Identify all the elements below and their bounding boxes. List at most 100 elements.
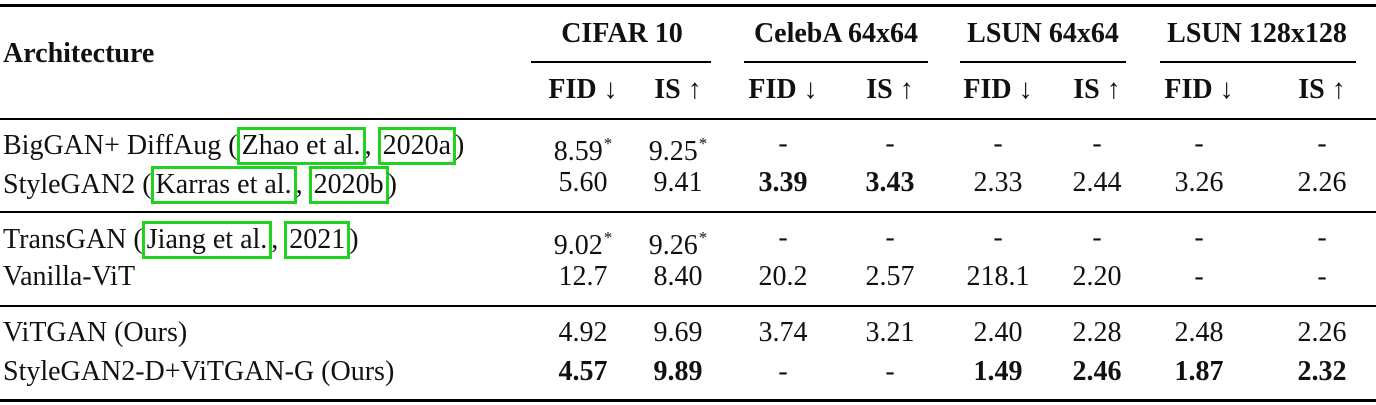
citation-separator: , (271, 224, 286, 255)
metric-value: 2.46 (1073, 355, 1122, 389)
value-text: 2.33 (973, 167, 1023, 198)
value-text: 2.32 (1297, 356, 1347, 387)
value-text: 2.26 (1297, 317, 1347, 348)
metric-value: 20.2 (759, 260, 808, 294)
value-text: 2.57 (865, 261, 915, 292)
metric-value: 2.26 (1298, 166, 1347, 200)
metric-value: - (1092, 127, 1101, 161)
metric-header: IS ↑ (654, 74, 702, 105)
citation-authors-link[interactable]: Karras et al. (150, 166, 297, 204)
metric-header: FID ↓ (1164, 74, 1234, 105)
metric-value: 9.02* (554, 221, 613, 263)
metric-value: - (778, 221, 787, 255)
value-text: 2.20 (1072, 261, 1122, 292)
metric-header: FID ↓ (963, 74, 1033, 105)
dataset-header: LSUN 64x64 (967, 18, 1119, 49)
dataset-header: CelebA 64x64 (753, 18, 919, 49)
metric-value: 9.69 (654, 316, 703, 350)
metric-value: - (1317, 260, 1326, 294)
citation-year-link[interactable]: 2020a (377, 127, 456, 165)
value-text: 4.57 (558, 356, 608, 387)
dataset-header-rule (744, 61, 928, 63)
metric-value: 4.92 (559, 316, 608, 350)
value-text: 218.1 (966, 261, 1030, 292)
metric-value: 2.48 (1175, 316, 1224, 350)
top-rule (0, 4, 1376, 7)
architecture-name: Vanilla-ViT (3, 261, 136, 292)
metric-value: 3.39 (759, 166, 808, 200)
metric-header: FID ↓ (748, 74, 818, 105)
group-divider-2 (0, 305, 1376, 307)
value-text: 3.21 (865, 317, 915, 348)
metric-value: 2.20 (1073, 260, 1122, 294)
value-text: 9.89 (653, 356, 703, 387)
metric-value: - (778, 355, 787, 389)
metric-value: 9.26* (649, 221, 708, 263)
citation-authors-link[interactable]: Jiang et al. (141, 221, 273, 259)
metric-value: 9.89 (654, 355, 703, 389)
citation-year-link[interactable]: 2021 (284, 221, 351, 259)
group-divider-1 (0, 211, 1376, 213)
value-text: - (1194, 128, 1204, 159)
metric-value: 2.44 (1073, 166, 1122, 200)
citation-year-link[interactable]: 2020b (308, 166, 389, 204)
value-text: 8.59 (553, 136, 603, 167)
metric-value: - (885, 221, 894, 255)
name-closing: ) (387, 169, 397, 200)
dataset-header-rule (960, 61, 1126, 63)
value-text: - (1194, 261, 1204, 292)
value-text: 9.41 (653, 167, 703, 198)
value-text: 3.43 (865, 167, 915, 198)
metric-value: 8.40 (654, 260, 703, 294)
architecture-name: ViTGAN (Ours) (3, 317, 188, 348)
metric-value: - (993, 127, 1002, 161)
citation-authors-link[interactable]: Zhao et al. (236, 127, 366, 165)
metric-value: - (1194, 260, 1203, 294)
value-text: 4.92 (558, 317, 608, 348)
metric-value: 12.7 (559, 260, 608, 294)
metric-value: 2.33 (974, 166, 1023, 200)
bottom-rule (0, 399, 1376, 402)
architecture-header: Architecture (3, 38, 155, 69)
header-rule (0, 118, 1376, 120)
metric-value: - (993, 221, 1002, 255)
asterisk-mark: * (698, 134, 708, 153)
value-text: 5.60 (558, 167, 608, 198)
value-text: 3.39 (758, 167, 808, 198)
citation-separator: , (295, 169, 310, 200)
asterisk-mark: * (698, 228, 708, 247)
metric-value: 4.57 (559, 355, 608, 389)
value-text: 3.74 (758, 317, 808, 348)
metric-value: - (885, 127, 894, 161)
metric-value: 2.26 (1298, 316, 1347, 350)
metric-value: - (1317, 127, 1326, 161)
value-text: 12.7 (558, 261, 608, 292)
architecture-name: StyleGAN2-D+ViTGAN-G (Ours) (3, 356, 395, 387)
metric-value: 2.28 (1073, 316, 1122, 350)
metric-value: 3.26 (1175, 166, 1224, 200)
value-text: 9.69 (653, 317, 703, 348)
value-text: - (1317, 128, 1327, 159)
asterisk-mark: * (603, 228, 613, 247)
value-text: - (993, 222, 1003, 253)
name-closing: ) (455, 130, 465, 161)
value-text: - (1092, 128, 1102, 159)
dataset-header: CIFAR 10 (561, 18, 683, 49)
value-text: - (1194, 222, 1204, 253)
value-text: - (778, 128, 788, 159)
metric-value: - (1092, 221, 1101, 255)
metric-value: 218.1 (967, 260, 1030, 294)
metric-value: - (1317, 221, 1326, 255)
dataset-header-rule (531, 61, 711, 63)
metric-value: - (1194, 127, 1203, 161)
value-text: - (1092, 222, 1102, 253)
metric-value: 2.32 (1298, 355, 1347, 389)
metric-value: - (778, 127, 787, 161)
value-text: 2.26 (1297, 167, 1347, 198)
metric-value: 3.21 (866, 316, 915, 350)
metric-value: 3.74 (759, 316, 808, 350)
value-text: 9.26 (648, 230, 698, 261)
value-text: 3.26 (1174, 167, 1224, 198)
dataset-header-rule (1160, 61, 1356, 63)
architecture-name: StyleGAN2 (Karras et al., 2020b) (3, 166, 397, 204)
